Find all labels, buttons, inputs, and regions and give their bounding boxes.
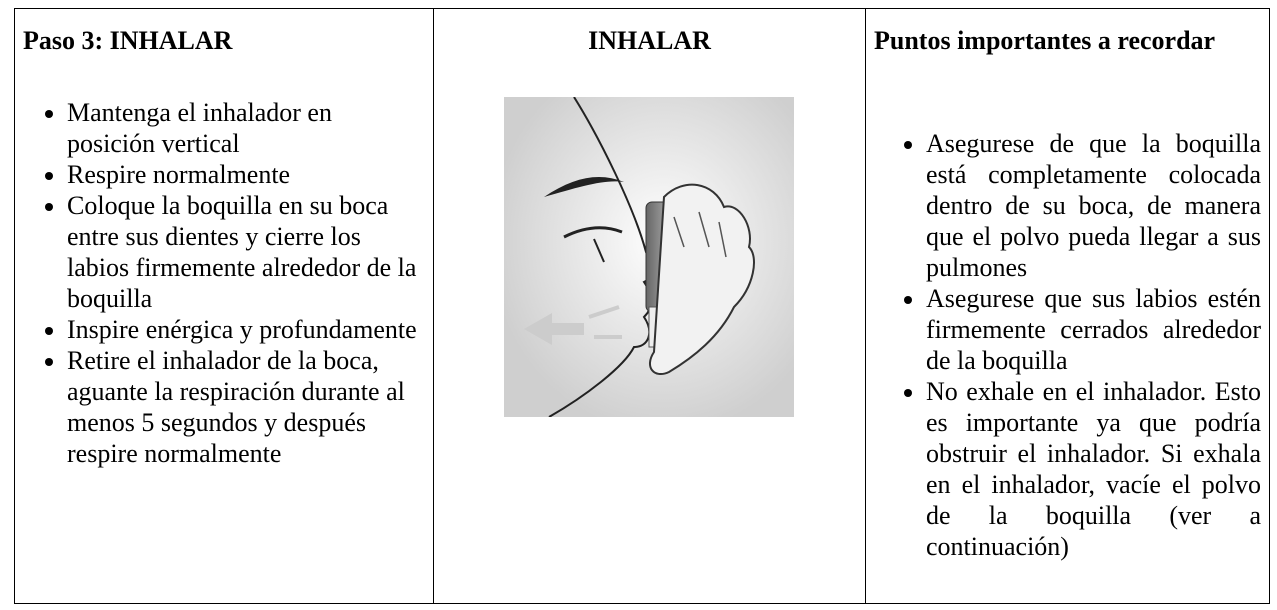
bullet-item: Asegurese que sus labios estén firmement… bbox=[926, 283, 1261, 376]
inhaler-illustration bbox=[504, 97, 794, 417]
bullet-list: Asegurese de que la boquilla está comple… bbox=[874, 128, 1261, 562]
column-header: INHALAR bbox=[588, 26, 711, 55]
bullet-list: Mantenga el inhalador en posición vertic… bbox=[23, 97, 425, 469]
bullet-item: Retire el inhalador de la boca, aguante … bbox=[67, 345, 425, 469]
bullet-item: Mantenga el inhalador en posición vertic… bbox=[67, 97, 425, 159]
bullet-item: Asegurese de que la boquilla está comple… bbox=[926, 128, 1261, 283]
bullet-item: Respire normalmente bbox=[67, 159, 425, 190]
column-header: Puntos importantes a recordar bbox=[874, 26, 1216, 55]
bullet-item: No exhale en el inhalador. Esto es impor… bbox=[926, 376, 1261, 562]
column-header: Paso 3: INHALAR bbox=[23, 26, 233, 55]
column: INHALAR bbox=[434, 9, 866, 603]
column: Paso 3: INHALAR Mantenga el inhalador en… bbox=[15, 9, 434, 603]
bullet-item: Inspire enérgica y profundamente bbox=[67, 314, 425, 345]
column: Puntos importantes a recordar Asegurese … bbox=[866, 9, 1269, 603]
instruction-table: Paso 3: INHALAR Mantenga el inhalador en… bbox=[14, 8, 1270, 604]
bullet-item: Coloque la boquilla en su boca entre sus… bbox=[67, 190, 425, 314]
